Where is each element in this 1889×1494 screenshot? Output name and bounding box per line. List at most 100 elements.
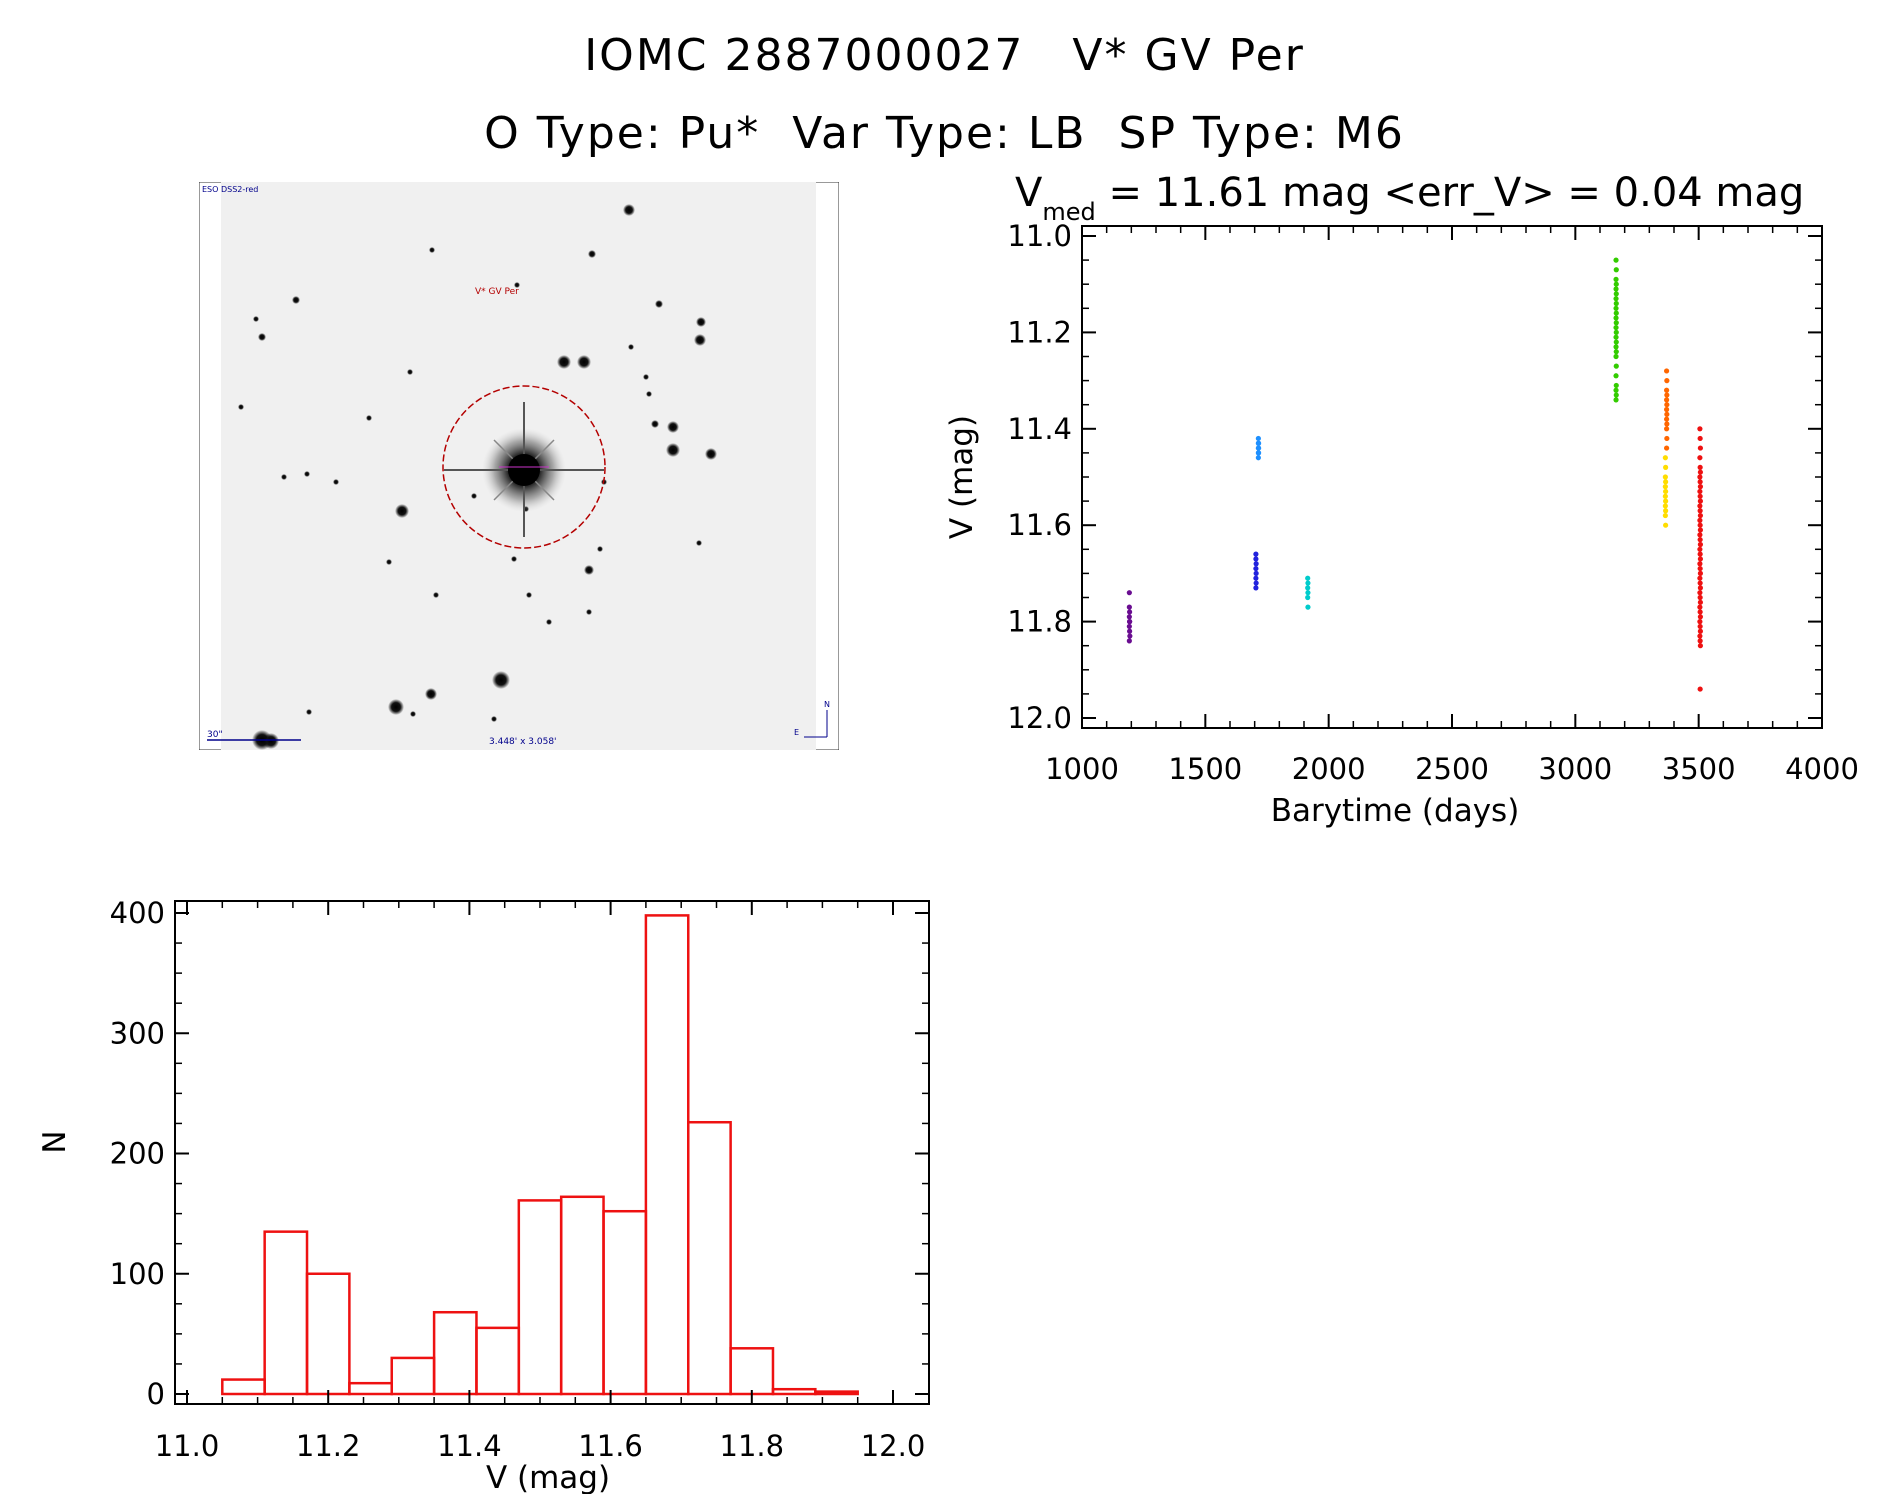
lc-point [1253,580,1259,586]
lc-plot-frame [1081,225,1823,729]
lc-point [1697,551,1703,557]
lc-point [1662,512,1668,519]
lc-ytick-label: 12.0 [1007,701,1072,735]
hist-bar [348,1381,393,1396]
lc-point [1613,296,1619,302]
background-star [281,474,287,480]
lc-title-main: V [1015,170,1043,216]
lc-point [1697,522,1703,528]
hist-ylabel: N [40,1130,73,1153]
lc-point [1613,329,1619,335]
background-star [577,355,591,369]
lc-point [1613,305,1619,311]
lc-point [1305,575,1311,581]
lc-xtick-label: 1000 [1045,752,1119,786]
lc-point [1253,556,1259,562]
lc-point [1305,604,1311,610]
background-star [696,540,702,546]
lc-point [1664,411,1670,417]
hist-ytick-label: 100 [110,1257,165,1291]
lc-point [1664,435,1670,442]
object-label: V* GV Per [475,287,519,297]
lc-point [1253,565,1259,572]
hist-bar [771,1387,817,1396]
lc-point [1697,508,1703,514]
lc-point [1697,609,1703,615]
background-star [588,250,596,258]
lc-point [1697,556,1703,562]
lc-point [1256,440,1262,446]
background-star [597,546,603,552]
hist-xtick-label: 11.6 [578,1429,643,1463]
hist-bar [814,1390,859,1396]
background-star [546,619,552,625]
histogram-chart: 11.0 11.2 11.4 11.6 11.8 12.0 0 100 200 300 400 V … [40,896,930,1494]
lc-point [1255,455,1261,461]
lc-point [1613,334,1619,340]
hist-ytick-label: 200 [110,1137,165,1171]
lc-point [1697,532,1703,538]
lc-point [1126,638,1132,644]
background-star [646,391,652,397]
lc-point [1697,614,1703,620]
lc-point [1127,609,1133,615]
lc-point [1126,604,1132,610]
lc-title-sub: med [1042,198,1095,226]
lc-point [1697,628,1703,634]
lc-point [1613,344,1619,350]
lc-point [1697,633,1703,639]
lc-point [1256,445,1262,451]
background-star [651,420,659,428]
lc-point [1697,590,1703,596]
compass [804,710,828,738]
chart-title-line1: IOMC 2887000027 V* GV Per [584,30,1305,81]
lc-point [1697,541,1703,548]
lc-point [1662,474,1668,480]
background-star [304,471,310,477]
lc-point [1664,402,1670,408]
lc-point [1697,561,1703,567]
hist-bar [432,1310,478,1396]
background-star [628,344,634,350]
lc-point [1613,353,1619,360]
lc-point [1664,416,1670,422]
fov-label: 3.448' x 3.058' [489,737,557,747]
lc-ytick-label: 11.6 [1007,508,1072,542]
hist-bar [475,1326,521,1396]
lc-point [1697,517,1703,523]
hist-bar [390,1356,436,1396]
lc-ytick-label: 11.4 [1007,412,1072,446]
lc-point [1613,382,1619,389]
background-star [263,733,279,749]
lc-point [1126,623,1132,630]
hist-xtick-label: 12.0 [861,1429,926,1463]
background-star [253,316,259,322]
lc-point [1613,300,1619,307]
background-star [395,504,409,518]
lc-point [1664,445,1670,451]
lc-ytick-label: 11.2 [1007,315,1072,349]
lc-point [1613,281,1619,287]
lc-point [1664,368,1670,374]
background-star [694,334,706,346]
lc-point [1664,426,1670,432]
lc-point [1127,633,1133,639]
lc-point [1613,257,1619,263]
lc-point [1697,686,1703,692]
finder-stars [238,204,717,750]
background-star [366,415,372,421]
hist-bar [517,1199,563,1396]
lc-point [1697,464,1703,470]
lc-point [1613,349,1619,355]
background-star [511,556,517,562]
lc-point [1613,286,1619,292]
lc-point [1697,594,1703,601]
lc-xtick-label: 1500 [1168,752,1242,786]
hist-xlabel: V (mag) [486,1460,610,1494]
lc-point [1663,522,1669,528]
lc-point [1664,397,1670,403]
background-star [386,559,392,565]
lc-point [1305,590,1311,596]
lc-point [1697,488,1703,495]
survey-label: ESO DSS2-red [202,185,258,194]
